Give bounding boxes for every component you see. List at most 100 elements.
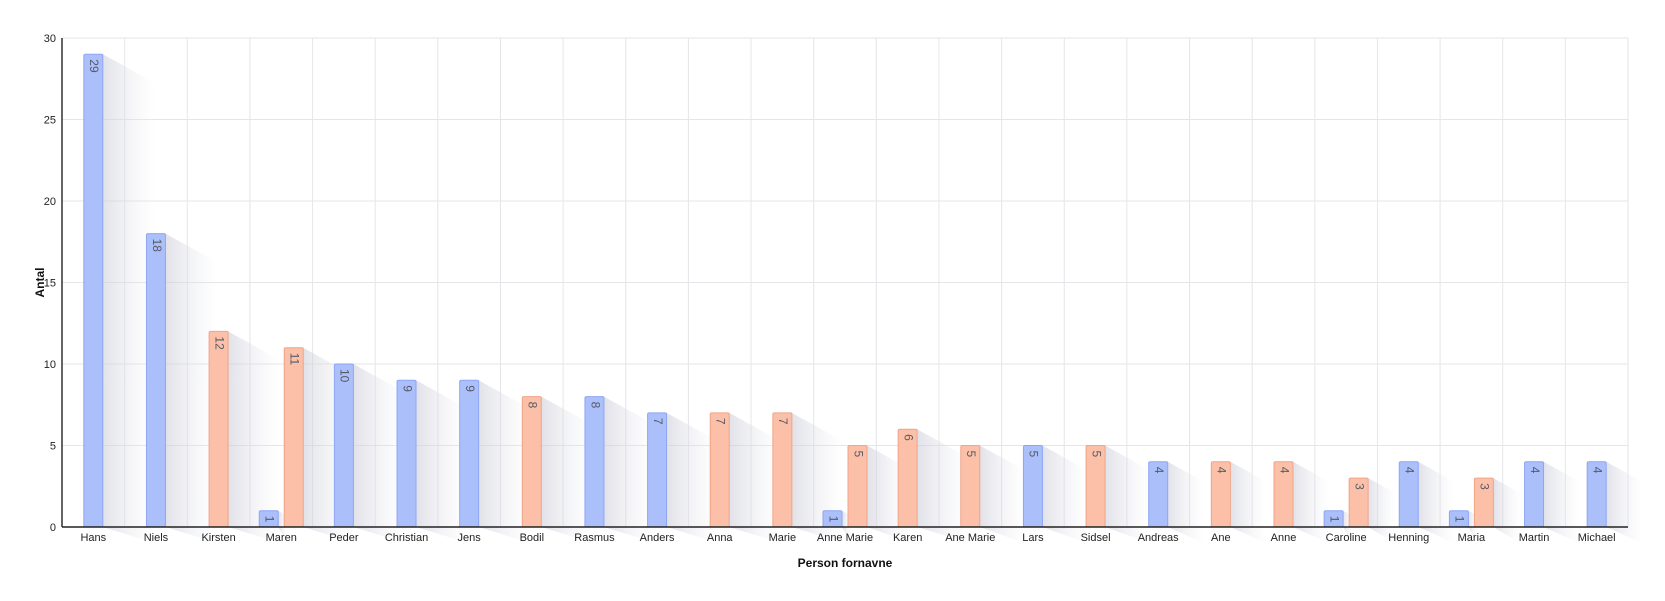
x-tick-label: Maria xyxy=(1458,532,1486,544)
y-tick-label: 30 xyxy=(44,33,56,45)
y-axis-title: Antal xyxy=(33,268,47,298)
bar-layer xyxy=(83,53,1607,528)
x-tick-label: Henning xyxy=(1388,532,1429,544)
x-tick-label: Niels xyxy=(144,532,169,544)
bar-value-label: 11 xyxy=(288,353,302,366)
bar-male-niels xyxy=(145,233,166,528)
y-tick-label: 10 xyxy=(44,359,56,371)
bar-shadow xyxy=(416,380,469,543)
bar-value-label: 9 xyxy=(400,385,414,392)
bar-value-label: 7 xyxy=(776,418,790,425)
bar-shadow xyxy=(541,396,594,543)
bar-male-christian xyxy=(396,379,417,528)
bar-shadow xyxy=(1105,445,1150,543)
bar-value-label: 10 xyxy=(338,369,352,383)
bar-shadow xyxy=(165,233,218,543)
bar-value-label: 8 xyxy=(526,402,540,409)
x-tick-label: Marie xyxy=(769,532,797,544)
bar-value-label: 5 xyxy=(964,451,978,458)
x-tick-label: Caroline xyxy=(1326,532,1367,544)
bar-female-anna xyxy=(709,412,730,528)
bar-shadow xyxy=(1042,445,1088,543)
x-tick-label: Bodil xyxy=(520,532,544,544)
bar-shadow xyxy=(729,412,782,543)
bar-male-anders xyxy=(647,412,668,528)
x-tick-label: Ane Marie xyxy=(945,532,995,544)
bar-shadow xyxy=(666,412,719,543)
bar-value-label: 1 xyxy=(1327,516,1341,523)
bar-female-ane-marie xyxy=(960,445,981,528)
bar-shadow xyxy=(1543,461,1580,543)
x-tick-label: Michael xyxy=(1578,532,1616,544)
bar-shadow xyxy=(1493,478,1521,543)
bar-value-label: 6 xyxy=(901,434,915,441)
x-tick-label: Peder xyxy=(329,532,359,544)
bar-value-label: 3 xyxy=(1478,483,1492,490)
bar-female-marie xyxy=(772,412,793,528)
y-tick-label: 0 xyxy=(50,522,56,534)
bar-value-label: 7 xyxy=(714,418,728,425)
x-tick-label: Jens xyxy=(458,532,482,544)
bar-male-rasmus xyxy=(584,396,605,528)
bar-value-label: 29 xyxy=(87,59,101,73)
x-tick-label: Anders xyxy=(640,532,675,544)
bar-shadow xyxy=(1292,461,1329,543)
bar-female-kirsten xyxy=(208,330,229,528)
bar-value-label: 9 xyxy=(463,385,477,392)
bar-female-maren xyxy=(283,347,304,528)
bar-value-label: 4 xyxy=(1277,467,1291,474)
x-tick-label: Anne xyxy=(1271,532,1297,544)
bar-value-label: 3 xyxy=(1352,483,1366,490)
bar-value-label: 8 xyxy=(588,402,602,409)
bar-male-lars xyxy=(1022,445,1043,528)
x-tick-label: Hans xyxy=(80,532,106,544)
x-tick-label: Lars xyxy=(1022,532,1044,544)
bar-value-label: 4 xyxy=(1591,467,1605,474)
bar-value-label: 5 xyxy=(1027,451,1041,458)
x-axis-title: Person fornavne xyxy=(798,556,893,570)
bar-value-label: 4 xyxy=(1215,467,1229,474)
bar-shadow xyxy=(979,445,1025,543)
bar-value-label: 7 xyxy=(651,418,665,425)
bar-value-label: 5 xyxy=(1089,451,1103,458)
x-tick-label: Rasmus xyxy=(574,532,615,544)
bar-value-label: 1 xyxy=(826,516,840,523)
x-tick-label: Ane xyxy=(1211,532,1231,544)
bar-shadow xyxy=(353,364,406,543)
y-tick-label: 20 xyxy=(44,196,56,208)
bar-male-peder xyxy=(333,363,354,528)
x-tick-label: Kirsten xyxy=(201,532,235,544)
bar-shadow xyxy=(1167,461,1204,543)
bar-female-anne-marie xyxy=(847,445,868,528)
bar-shadow xyxy=(1418,461,1455,543)
x-tick-label: Anne Marie xyxy=(817,532,873,544)
bar-female-karen xyxy=(897,428,918,528)
bar-male-hans xyxy=(83,53,104,528)
x-tick-label: Martin xyxy=(1519,532,1550,544)
bar-value-label: 1 xyxy=(263,516,277,523)
y-tick-label: 25 xyxy=(44,115,56,127)
bar-shadow xyxy=(603,396,656,543)
bar-value-label: 1 xyxy=(1453,516,1467,523)
bar-shadow xyxy=(228,331,281,543)
bar-value-label: 4 xyxy=(1403,467,1417,474)
bar-value-label: 18 xyxy=(150,239,164,253)
bar-value-label: 4 xyxy=(1528,467,1542,474)
bar-value-label: 12 xyxy=(212,336,226,350)
bar-value-label: 5 xyxy=(851,451,865,458)
y-tick-label: 15 xyxy=(44,278,56,290)
bar-shadow xyxy=(1230,461,1267,543)
y-tick-label: 5 xyxy=(50,441,56,453)
bar-shadow xyxy=(917,429,970,543)
bar-shadow xyxy=(1606,461,1643,543)
x-tick-label: Christian xyxy=(385,532,428,544)
bar-female-sidsel xyxy=(1085,445,1106,528)
x-tick-label: Anna xyxy=(707,532,734,544)
bar-value-label: 4 xyxy=(1152,467,1166,474)
x-tick-label: Maren xyxy=(266,532,297,544)
bar-male-jens xyxy=(459,379,480,528)
x-tick-label: Karen xyxy=(893,532,922,544)
